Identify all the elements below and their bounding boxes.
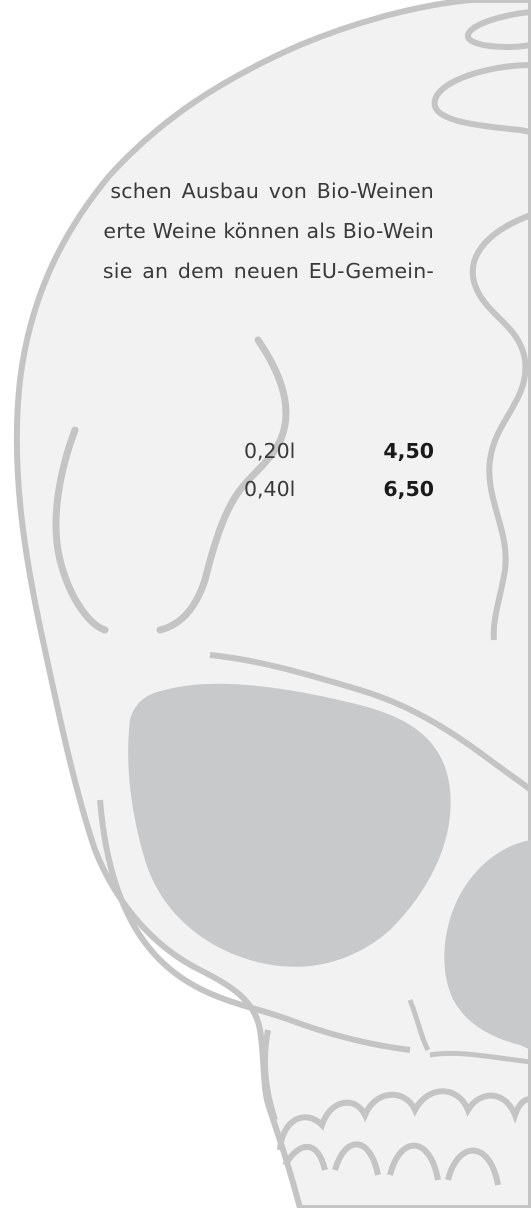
serving-size: 0,20l xyxy=(244,439,296,463)
price-value: 4,50 xyxy=(383,439,434,463)
description-line: sie an dem neuen EU-Gemein- xyxy=(102,259,434,283)
description-line: erte Weine können als Bio-Wein xyxy=(103,219,434,243)
serving-size: 0,40l xyxy=(244,477,296,501)
price-row: 0,40l 6,50 xyxy=(238,470,434,508)
wine-description: schen Ausbau von Bio-Weinen erte Weine k… xyxy=(0,171,434,291)
description-line: schen Ausbau von Bio-Weinen xyxy=(110,179,434,203)
price-row: 0,20l 4,50 xyxy=(238,432,434,470)
price-list: 0,20l 4,50 0,40l 6,50 xyxy=(238,432,434,508)
price-value: 6,50 xyxy=(383,477,434,501)
